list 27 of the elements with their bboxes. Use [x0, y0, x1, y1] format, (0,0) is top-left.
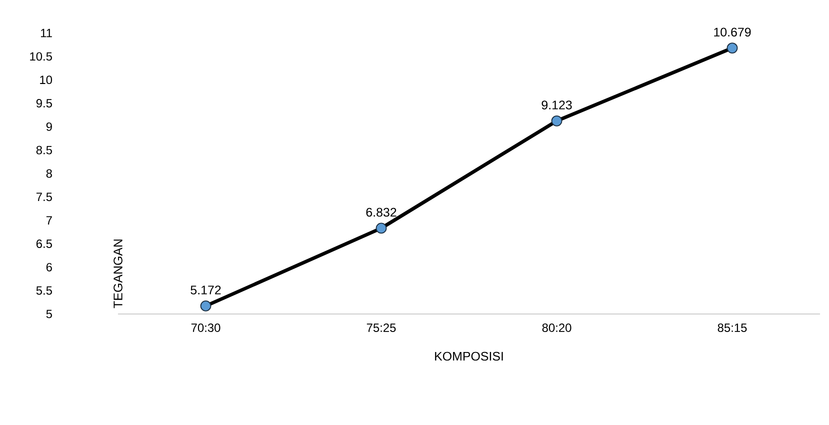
y-tick-label: 11 — [40, 28, 52, 38]
point — [200, 300, 212, 312]
y-tick-label: 10 — [40, 76, 52, 84]
x-tick-label: 80:20 — [542, 324, 572, 332]
y-tick-label: 5 — [46, 310, 52, 318]
y-tick-label: 7.5 — [36, 192, 52, 202]
data-label: 6.832 — [366, 208, 396, 217]
point — [726, 42, 738, 54]
y-tick-label: 6 — [46, 262, 52, 272]
y-tick-label: 9 — [46, 122, 52, 131]
y-tick-label: 9.5 — [36, 99, 52, 108]
x-axis-title: KOMPOSISI — [435, 352, 503, 361]
x-tick-label: 70:30 — [191, 324, 220, 332]
y-tick-label: 8.5 — [36, 146, 52, 154]
point — [551, 115, 562, 126]
data-label: 5.172 — [190, 286, 221, 294]
point — [376, 222, 387, 234]
y-tick-label: 5.5 — [36, 286, 52, 295]
y-tick-label: 7 — [46, 216, 52, 224]
data-label: 9.123 — [542, 100, 572, 110]
x-tick-label: 85:15 — [718, 324, 747, 332]
y-tick-label: 10.5 — [30, 52, 52, 61]
y-axis-title: TEGANGAN — [114, 240, 122, 308]
x-tick-label: 75:25 — [366, 324, 396, 332]
data-label: 10.679 — [714, 28, 751, 37]
y-tick-label: 8 — [46, 169, 52, 178]
y-tick-label: 6.5 — [36, 240, 52, 248]
